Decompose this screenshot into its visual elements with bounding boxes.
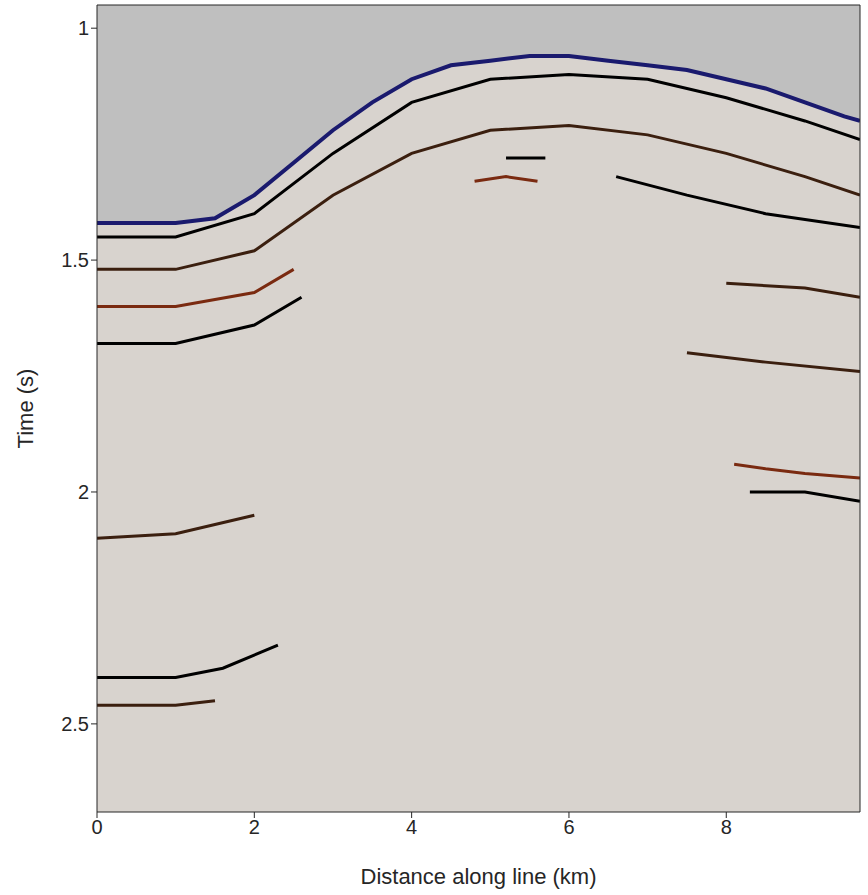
svg-text:6: 6: [563, 816, 574, 838]
svg-text:0: 0: [91, 816, 102, 838]
svg-text:8: 8: [721, 816, 732, 838]
svg-text:2: 2: [78, 481, 89, 503]
svg-text:4: 4: [406, 816, 417, 838]
svg-text:1.5: 1.5: [61, 249, 89, 271]
svg-text:Distance along line (km): Distance along line (km): [361, 864, 597, 889]
svg-text:2.5: 2.5: [61, 713, 89, 735]
svg-text:1: 1: [78, 17, 89, 39]
svg-text:Time (s): Time (s): [13, 369, 38, 449]
svg-text:2: 2: [249, 816, 260, 838]
